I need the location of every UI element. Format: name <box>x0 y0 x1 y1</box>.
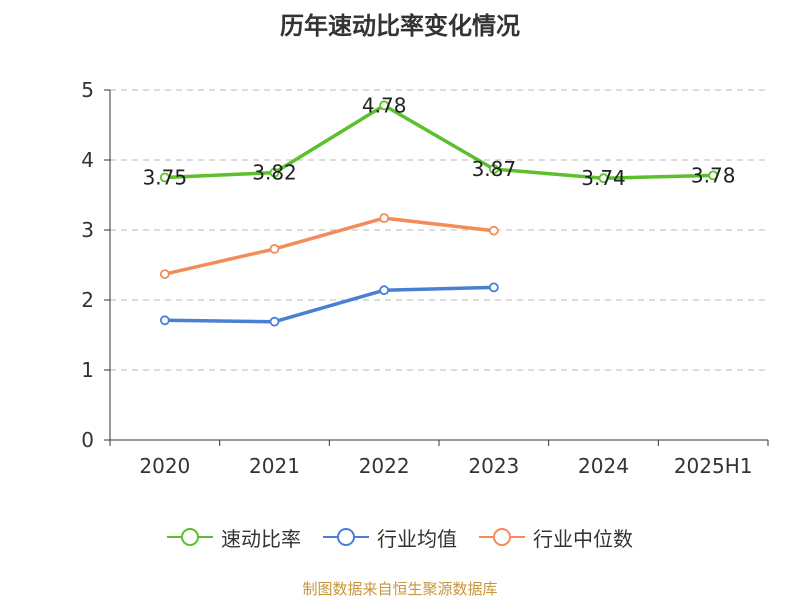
x-tick-label: 2024 <box>578 454 629 478</box>
data-point <box>159 269 170 280</box>
data-point <box>488 225 499 236</box>
legend-marker-icon <box>323 528 369 546</box>
x-tick-label: 2020 <box>139 454 190 478</box>
legend-marker-icon <box>167 528 213 546</box>
data-point <box>379 100 390 111</box>
y-tick-label: 3 <box>81 218 94 242</box>
data-point <box>598 173 609 184</box>
chart-title: 历年速动比率变化情况 <box>280 12 520 40</box>
y-tick-label: 4 <box>81 148 94 172</box>
legend-item-series-0[interactable]: 速动比率 <box>167 523 301 552</box>
source-note: 制图数据来自恒生聚源数据库 <box>302 580 498 598</box>
data-label: 3.75 <box>143 166 188 190</box>
legend-item-series-2[interactable]: 行业中位数 <box>479 523 633 552</box>
series-line-2 <box>164 216 495 276</box>
x-tick-label: 2021 <box>249 454 300 478</box>
x-tick-label: 2022 <box>359 454 410 478</box>
line-chart: 0 1 2 3 4 5 2020 2021 2022 2023 2024 2025H1 3.75 3.82… <box>81 78 769 478</box>
data-point <box>379 285 390 296</box>
y-tick-label: 0 <box>81 428 94 452</box>
legend: 速动比率 行业均值 行业中位数 <box>0 520 800 554</box>
data-point <box>269 243 280 254</box>
data-point <box>488 282 499 293</box>
series-line-1 <box>164 285 494 324</box>
data-point <box>269 316 280 327</box>
y-tick-label: 1 <box>81 358 94 382</box>
data-point <box>159 172 170 183</box>
data-label: 3.82 <box>252 161 297 185</box>
data-label: 3.78 <box>691 163 736 187</box>
data-label: 3.87 <box>472 157 517 181</box>
data-label: 4.78 <box>362 93 407 117</box>
y-tick-label: 5 <box>81 78 94 102</box>
y-tick-label: 2 <box>81 288 94 312</box>
data-point <box>159 315 170 326</box>
data-label: 3.74 <box>581 166 626 190</box>
legend-item-series-1[interactable]: 行业均值 <box>323 523 457 552</box>
x-tick-label: 2023 <box>468 454 519 478</box>
data-point <box>488 164 499 175</box>
x-tick-label: 2025H1 <box>674 454 753 478</box>
legend-label: 行业均值 <box>377 526 457 551</box>
data-point <box>708 170 719 181</box>
legend-marker-icon <box>479 528 525 546</box>
data-point <box>269 167 280 178</box>
legend-label: 行业中位数 <box>533 526 633 551</box>
series-line-0 <box>164 103 714 180</box>
data-point <box>379 213 390 224</box>
legend-label: 速动比率 <box>221 526 301 551</box>
